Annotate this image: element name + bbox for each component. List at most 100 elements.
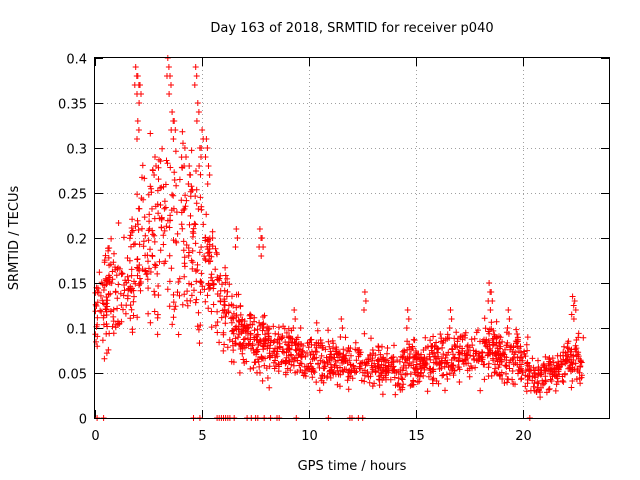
data-point bbox=[202, 298, 209, 305]
data-point bbox=[195, 206, 202, 212]
data-point bbox=[547, 366, 554, 373]
data-point bbox=[371, 360, 378, 367]
data-point bbox=[483, 336, 490, 343]
data-point bbox=[166, 252, 173, 259]
data-point bbox=[274, 345, 280, 352]
data-point bbox=[481, 376, 488, 383]
data-point bbox=[482, 325, 489, 332]
data-point bbox=[116, 320, 123, 327]
data-point bbox=[507, 344, 514, 351]
data-point bbox=[212, 266, 219, 273]
data-point bbox=[266, 363, 273, 370]
data-point bbox=[560, 349, 567, 356]
data-point bbox=[308, 368, 315, 375]
data-point bbox=[318, 352, 325, 359]
data-point bbox=[145, 258, 151, 265]
data-point bbox=[510, 354, 517, 361]
data-point bbox=[128, 272, 135, 279]
data-point bbox=[340, 368, 347, 375]
data-point bbox=[164, 217, 171, 224]
data-point bbox=[569, 378, 576, 384]
y-tick-label: 0.15 bbox=[58, 278, 87, 293]
data-point bbox=[205, 258, 212, 265]
data-point bbox=[139, 225, 145, 232]
data-point bbox=[560, 379, 567, 385]
data-point bbox=[135, 227, 142, 233]
data-point bbox=[296, 346, 303, 353]
data-point bbox=[258, 253, 265, 259]
data-point bbox=[173, 182, 180, 189]
data-point bbox=[147, 246, 153, 253]
axis-ticks bbox=[95, 58, 609, 419]
data-point bbox=[340, 346, 347, 353]
data-point bbox=[364, 369, 371, 375]
data-point bbox=[342, 356, 349, 362]
data-point bbox=[326, 343, 333, 350]
data-point bbox=[204, 292, 211, 299]
data-point bbox=[160, 241, 167, 248]
data-point bbox=[509, 368, 516, 374]
data-point bbox=[198, 244, 205, 251]
data-point bbox=[346, 367, 353, 374]
data-point bbox=[332, 358, 339, 365]
data-point bbox=[157, 185, 164, 191]
data-point bbox=[577, 364, 584, 370]
data-point bbox=[204, 145, 211, 151]
data-point bbox=[164, 160, 171, 167]
data-point bbox=[501, 380, 508, 386]
data-point bbox=[100, 321, 107, 328]
data-point bbox=[188, 292, 195, 299]
data-point bbox=[281, 349, 287, 356]
data-point bbox=[129, 216, 136, 223]
data-point bbox=[196, 340, 203, 347]
data-point bbox=[219, 307, 226, 314]
data-point bbox=[180, 140, 186, 147]
data-point bbox=[210, 301, 217, 308]
data-point bbox=[189, 247, 196, 254]
data-point bbox=[244, 335, 251, 342]
data-point bbox=[100, 300, 107, 307]
data-point bbox=[515, 370, 521, 377]
data-point bbox=[160, 232, 167, 239]
data-point bbox=[167, 164, 174, 171]
data-point bbox=[488, 372, 495, 379]
data-point bbox=[214, 291, 221, 297]
data-point bbox=[366, 379, 373, 386]
data-point bbox=[486, 330, 493, 337]
data-point bbox=[235, 334, 241, 341]
data-point bbox=[233, 312, 240, 319]
data-point bbox=[94, 299, 101, 306]
data-point bbox=[142, 252, 149, 259]
data-point bbox=[568, 311, 575, 318]
data-point bbox=[514, 331, 521, 337]
data-point bbox=[217, 287, 224, 294]
data-point bbox=[170, 205, 177, 212]
data-point bbox=[105, 346, 112, 353]
data-point bbox=[219, 281, 225, 288]
data-point bbox=[154, 201, 161, 208]
data-point bbox=[448, 345, 455, 352]
data-point bbox=[468, 363, 474, 369]
data-point bbox=[196, 145, 203, 151]
x-axis-label: GPS time / hours bbox=[298, 459, 407, 474]
data-point bbox=[214, 251, 220, 258]
data-point bbox=[237, 302, 244, 309]
data-point bbox=[292, 340, 299, 347]
data-point bbox=[217, 272, 224, 279]
data-point bbox=[180, 238, 187, 245]
data-point bbox=[294, 368, 301, 375]
data-point bbox=[119, 270, 126, 277]
data-point bbox=[136, 282, 142, 289]
data-point bbox=[352, 369, 358, 376]
data-point bbox=[232, 340, 239, 347]
data-point bbox=[446, 335, 453, 341]
data-point bbox=[234, 235, 241, 241]
data-point bbox=[547, 370, 553, 377]
data-point bbox=[573, 348, 580, 355]
data-point bbox=[96, 269, 103, 276]
data-point bbox=[397, 371, 404, 378]
data-point bbox=[439, 372, 446, 379]
data-point bbox=[113, 272, 120, 279]
data-point bbox=[225, 302, 232, 309]
data-point bbox=[147, 319, 154, 326]
